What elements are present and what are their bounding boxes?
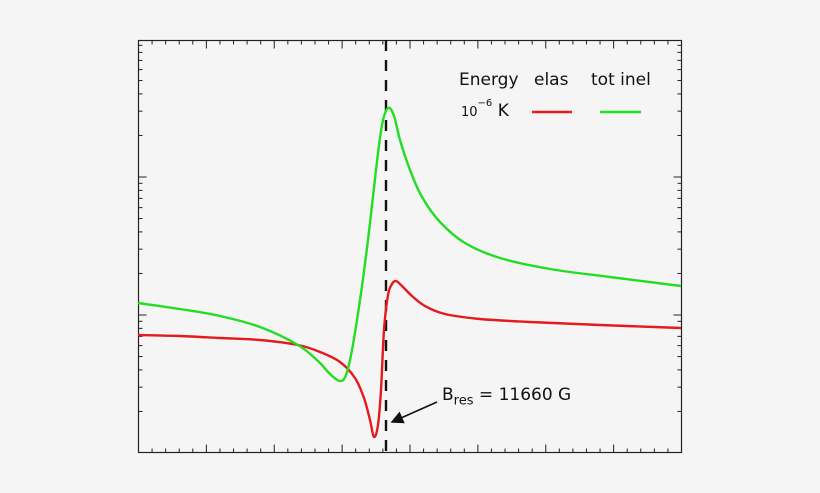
legend-tot-inel-label: tot inel	[591, 70, 651, 90]
tot-inel-curve	[137, 106, 682, 383]
annotation-sub: res	[453, 393, 474, 409]
legend-energy-value: 10−6 K	[461, 98, 509, 121]
annotation-value: = 11660 G	[473, 385, 572, 405]
energy-unit: K	[497, 101, 509, 121]
axis-ticks	[138, 40, 682, 453]
annotation-b: B	[442, 385, 454, 405]
energy-base: 10	[461, 105, 478, 120]
legend-elas-label: elas	[534, 70, 569, 90]
annotation-arrow	[390, 401, 438, 424]
legend-header: Energy	[459, 70, 519, 90]
resonance-annotation: Bres = 11660 G	[442, 385, 571, 408]
energy-exponent: −6	[477, 98, 493, 110]
plot-frame	[137, 39, 683, 454]
